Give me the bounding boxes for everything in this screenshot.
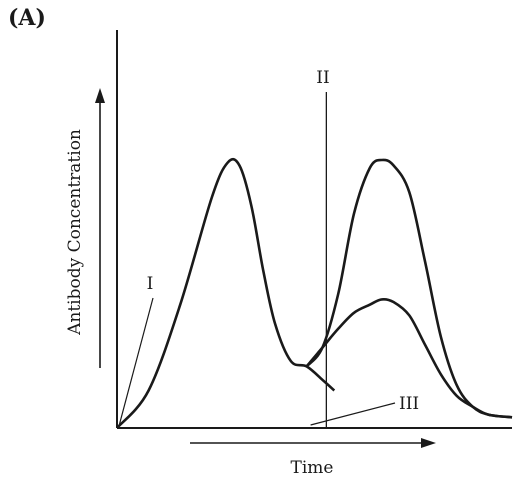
series-primary-response-curve: [116, 157, 336, 429]
annotation-ii: II: [316, 68, 329, 88]
x-arrowhead-icon: [421, 438, 436, 448]
annotation-i: I: [147, 274, 154, 294]
series-secondary-response-high-curve: [305, 158, 513, 419]
annotation-leader-i: [118, 297, 154, 427]
panel-label: (A): [8, 5, 46, 31]
series-layer: [116, 157, 513, 429]
annotation-leader-iii: [310, 402, 396, 426]
series-secondary-response-low-curve: [305, 297, 513, 419]
annotation-iii: III: [399, 394, 419, 414]
y-axis-label: Antibody Concentration: [65, 129, 85, 336]
x-axis-label: Time: [291, 458, 334, 478]
y-arrowhead-icon: [95, 88, 105, 103]
